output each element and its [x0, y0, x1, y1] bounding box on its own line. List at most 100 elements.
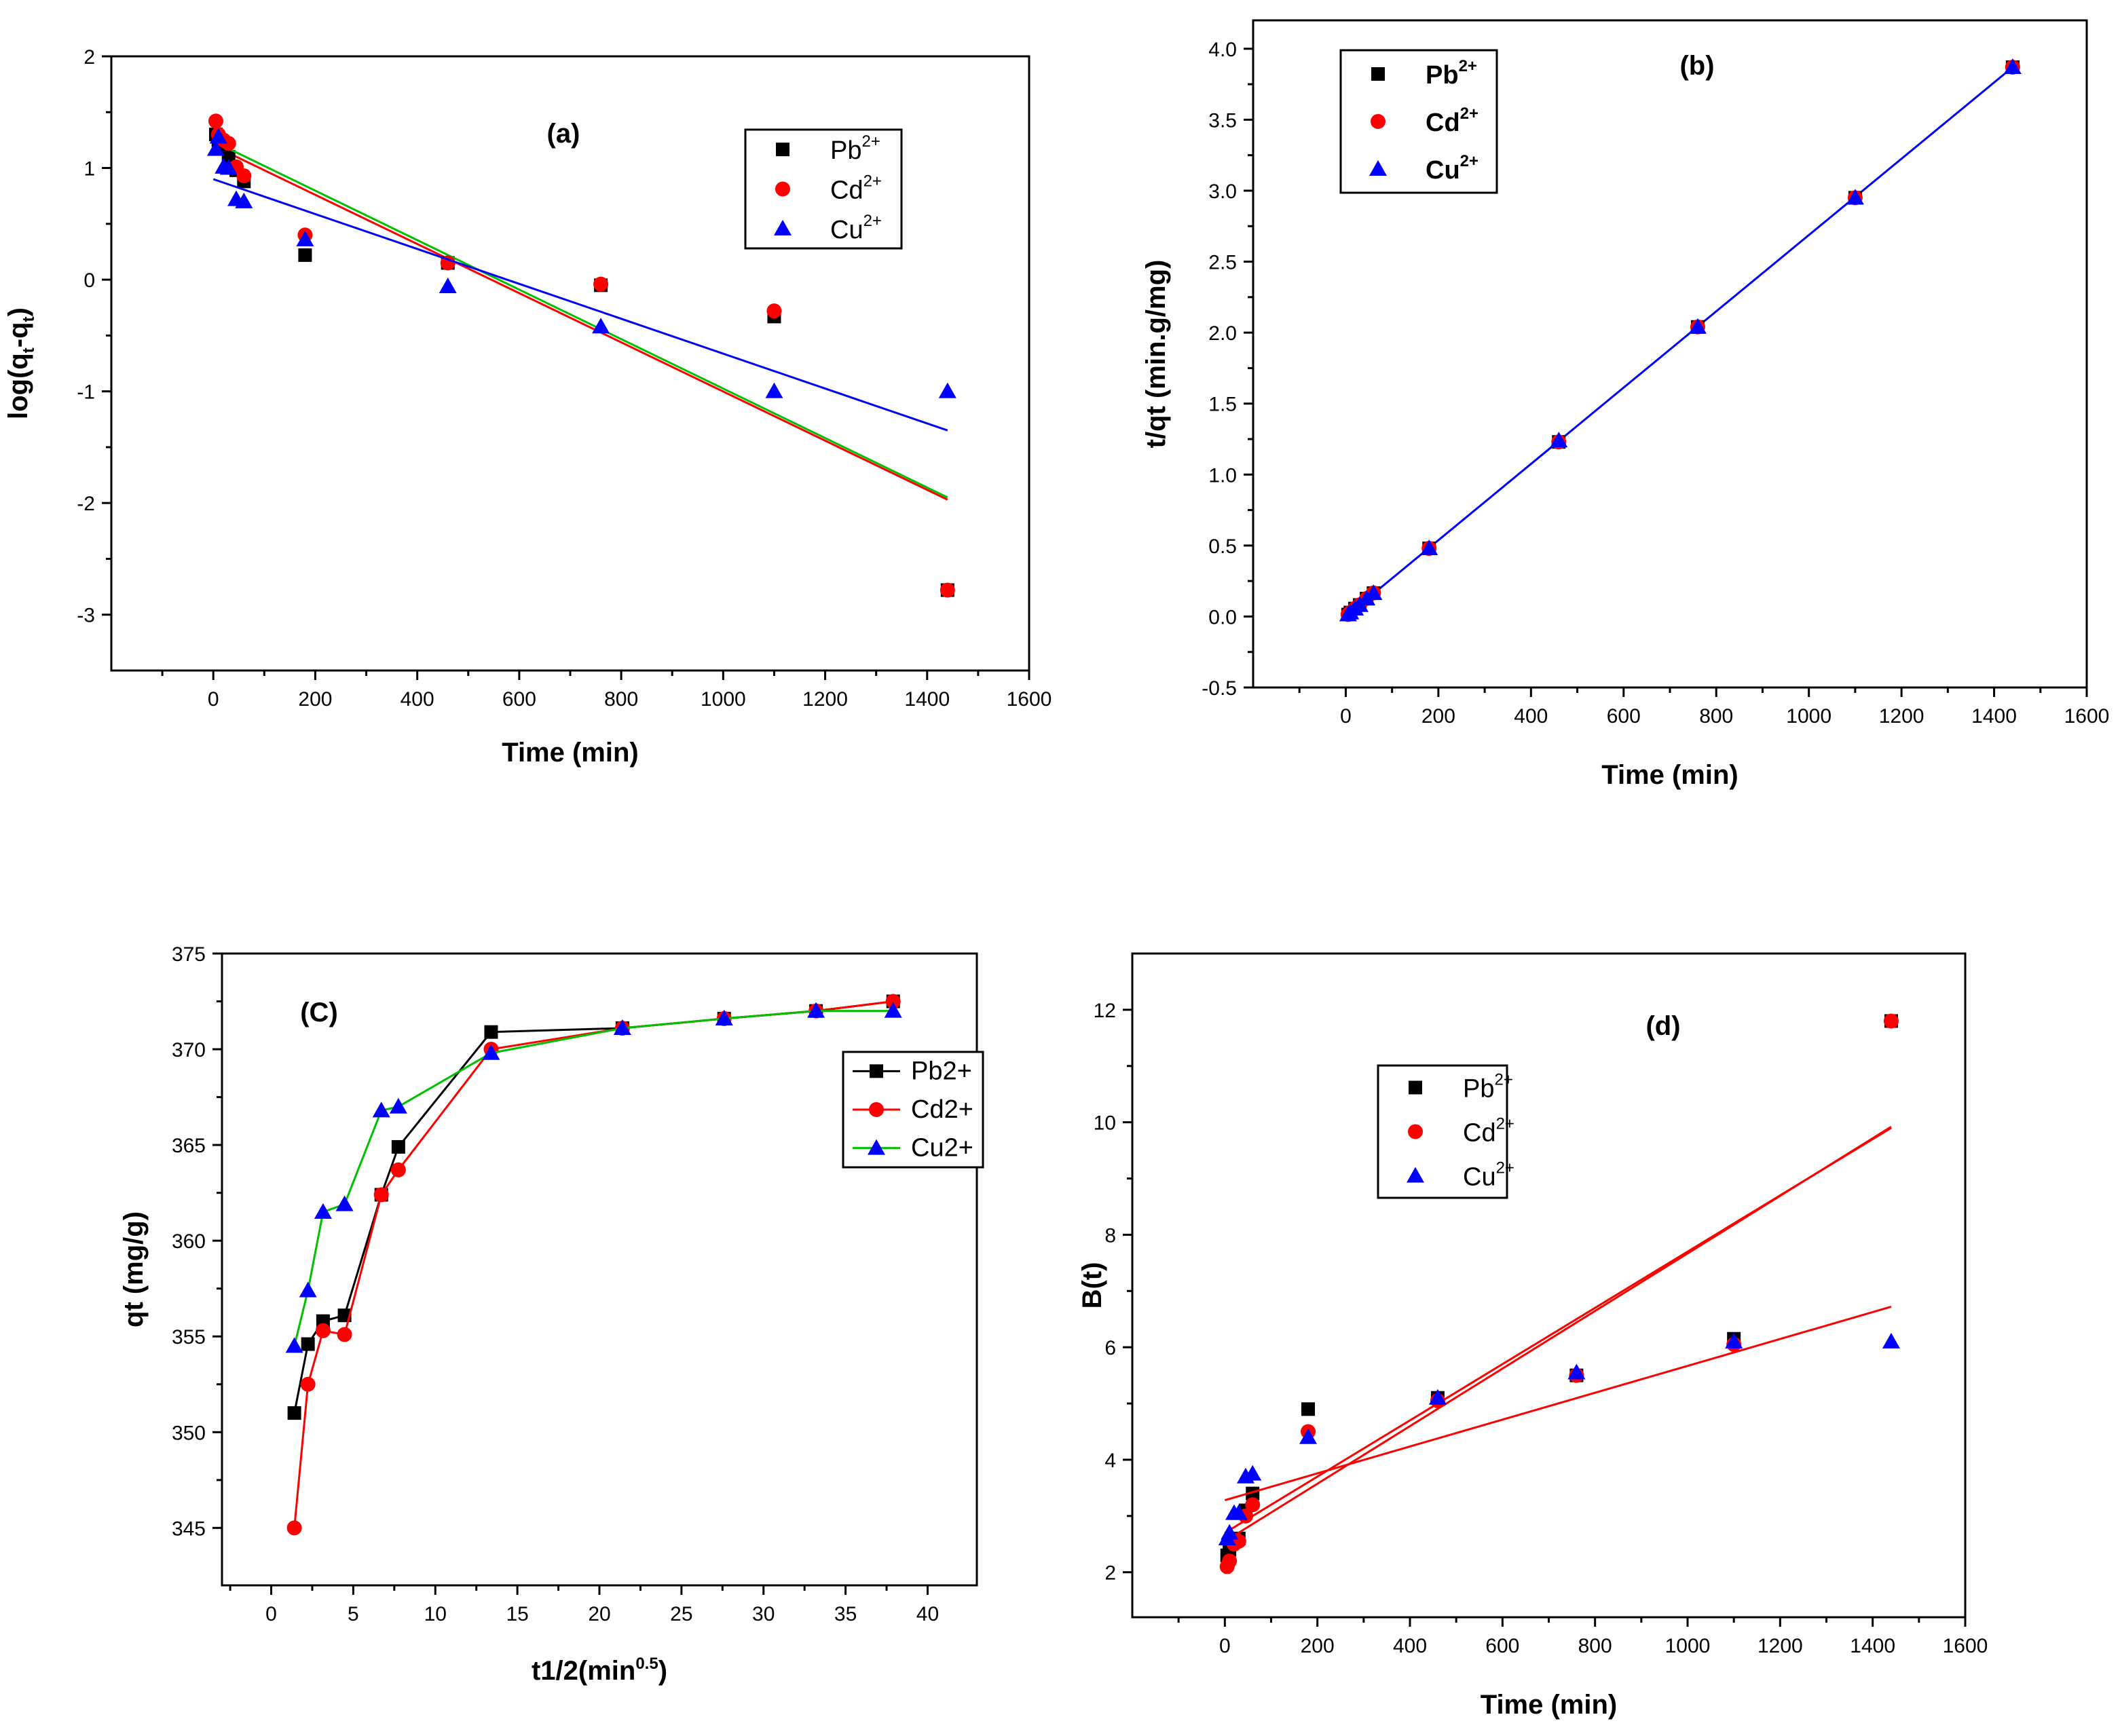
legend-label: Pb2+ [911, 1057, 972, 1085]
data-point [296, 230, 314, 246]
y-tick-label: 4 [1104, 1450, 1116, 1472]
legend-label: Pb2+ [1426, 57, 1477, 90]
y-tick-label: 1 [83, 158, 95, 181]
y-tick-label: 6 [1104, 1337, 1116, 1359]
data-point [285, 1337, 303, 1353]
fit-line [1224, 1306, 1892, 1502]
data-point [390, 1162, 406, 1177]
y-tick-label: 360 [172, 1230, 206, 1253]
data-point [766, 303, 782, 319]
data-point [1688, 318, 1707, 334]
data-point [1364, 584, 1383, 601]
panel-label: (C) [300, 998, 338, 1027]
y-axis-title: log(qt-qt) [3, 307, 38, 419]
y-tick-label: 2 [83, 46, 95, 69]
y-tick-label: 375 [172, 943, 206, 966]
x-tick-label: 0 [265, 1603, 277, 1625]
x-tick-label: 35 [834, 1603, 857, 1625]
x-tick-label: 1200 [1879, 705, 1924, 728]
data-point [1299, 1428, 1318, 1444]
data-point [1301, 1402, 1316, 1416]
y-tick-label: 8 [1104, 1224, 1116, 1247]
data-point [1882, 1332, 1900, 1348]
data-point [439, 277, 457, 293]
data-point [391, 1139, 405, 1154]
legend-label: Cd2+ [911, 1095, 973, 1124]
chart-panel-3: 0 5 10 15 20 25 30 35 40 345 350 355 360 365 370 375 t1/… [119, 943, 984, 1686]
y-tick-label: 345 [172, 1517, 206, 1540]
data-point [372, 1101, 390, 1118]
data-point [1846, 189, 1864, 205]
data-point [314, 1203, 332, 1219]
data-point [938, 382, 956, 398]
legend-marker [868, 1139, 885, 1155]
y-tick-label: -2 [77, 493, 95, 515]
x-tick-label: 1200 [1758, 1635, 1803, 1657]
panel-label: (d) [1645, 1011, 1680, 1041]
y-tick-label: 365 [172, 1135, 206, 1157]
x-tick-label: 0 [1340, 705, 1352, 728]
x-axis-title: Time (min) [1481, 1690, 1618, 1720]
legend-label: Cu2+ [1426, 152, 1479, 185]
data-point [315, 1323, 331, 1338]
legend-label: Cd2+ [1426, 105, 1479, 137]
fit-line [1345, 66, 2013, 618]
x-tick-label: 1400 [1971, 705, 2017, 728]
legend-marker [1371, 114, 1386, 129]
data-point [715, 1009, 733, 1025]
legend-marker [775, 181, 790, 197]
legend-label: Cu2+ [830, 212, 882, 244]
chart-panel-2: 0 200 400 600 800 1000 1200 1400 1600 -0.5 0.0 0.5 1… [1141, 19, 2109, 790]
panel-label: (a) [547, 119, 580, 149]
legend: Pb2+ Cd2+ Cu2+ [744, 128, 903, 250]
y-tick-label: 4.0 [1208, 39, 1237, 61]
series-cu [1339, 58, 2022, 622]
y-tick-label: 0.5 [1208, 535, 1237, 558]
x-tick-label: 0 [208, 688, 219, 711]
data-point [593, 276, 609, 292]
fit-line [212, 178, 948, 432]
x-axis-title: t1/2(min0.5) [532, 1655, 667, 1686]
y-axis-title: qt (mg/g) [119, 1211, 149, 1327]
x-tick-label: 1000 [1665, 1635, 1711, 1657]
series-cd [208, 113, 955, 598]
y-tick-label: -3 [77, 605, 95, 627]
data-point [1725, 1332, 1743, 1348]
y-axis-title: t/qt (min.g/mg) [1141, 260, 1171, 449]
y-tick-label: 0 [83, 269, 95, 292]
data-point [1420, 540, 1438, 556]
data-point [236, 168, 252, 184]
x-tick-label: 600 [1607, 705, 1641, 728]
data-point [1883, 1013, 1899, 1029]
y-tick-label: 3.5 [1208, 109, 1237, 132]
x-tick-label: 800 [1578, 1635, 1612, 1657]
legend: Pb2+ Cd2+ Cu2+ [1377, 1064, 1514, 1199]
data-point [884, 1002, 902, 1018]
x-tick-label: 400 [1393, 1635, 1427, 1657]
y-tick-label: 10 [1094, 1112, 1116, 1135]
series-cu [206, 128, 956, 432]
data-point [300, 1376, 316, 1392]
legend-label: Cd2+ [1463, 1115, 1514, 1148]
data-point [482, 1044, 500, 1060]
x-tick-label: 1600 [1943, 1635, 1988, 1657]
legend-label: Cd2+ [830, 172, 882, 205]
x-tick-label: 30 [752, 1603, 775, 1625]
legend-label: Pb2+ [1463, 1071, 1513, 1103]
y-tick-label: 1.0 [1208, 464, 1237, 487]
data-point [286, 1520, 302, 1536]
data-point [1567, 1363, 1586, 1380]
data-point [337, 1327, 352, 1342]
data-point [1229, 1504, 1248, 1520]
x-tick-label: 1000 [1786, 705, 1831, 728]
data-point [389, 1097, 407, 1114]
x-tick-label: 400 [401, 688, 434, 711]
data-point [1222, 1553, 1238, 1569]
data-point [940, 582, 955, 598]
legend-marker [774, 219, 792, 235]
y-tick-label: 0.0 [1208, 606, 1237, 628]
series-cu [1218, 1306, 1900, 1545]
y-tick-label: 12 [1094, 1000, 1116, 1022]
legend: Pb2+ Cd2+ Cu2+ [1339, 49, 1498, 194]
